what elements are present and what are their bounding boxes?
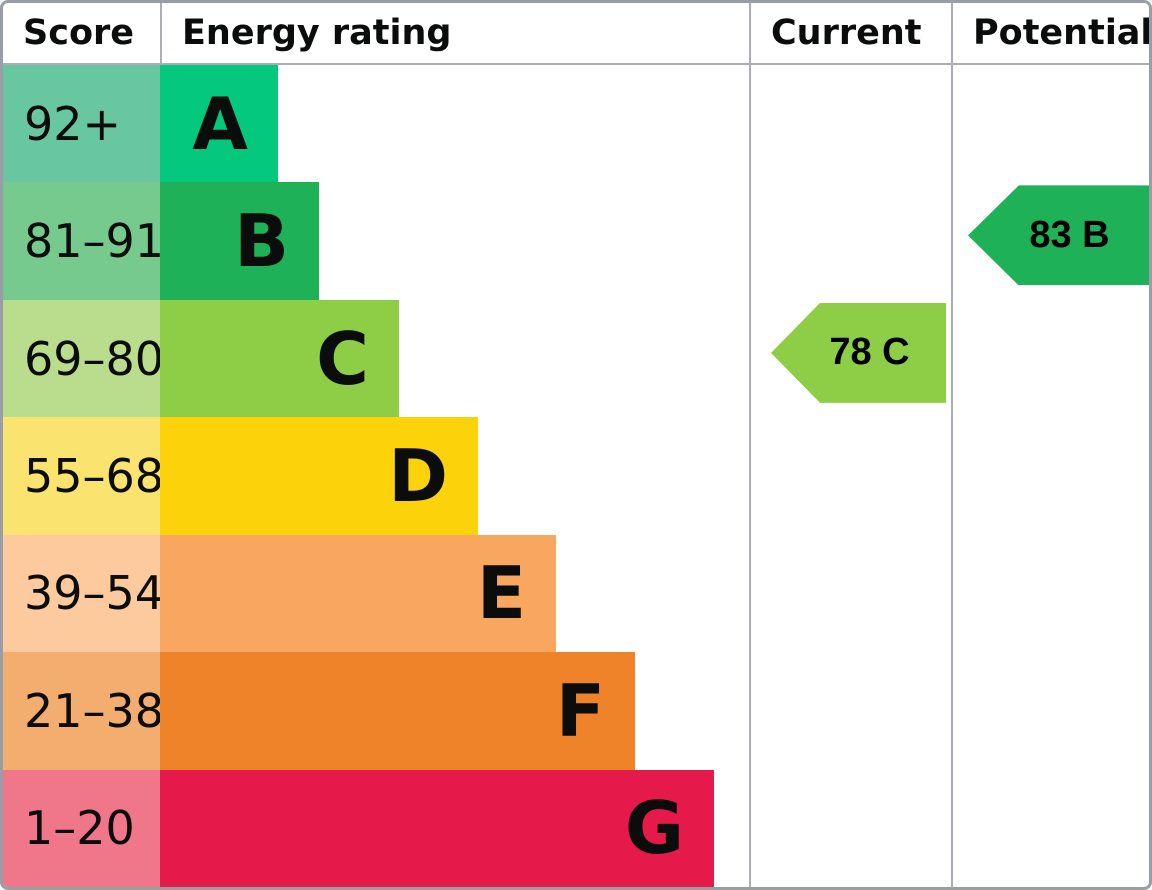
band-g-score-range: 1–20 <box>3 769 160 887</box>
band-c-potential-cell <box>951 299 1149 418</box>
band-g-bar: G <box>160 769 714 887</box>
band-b-bar: B <box>160 182 319 300</box>
band-e-potential-cell <box>951 534 1149 653</box>
header-current: Current <box>749 3 951 63</box>
band-g-letter: G <box>624 786 684 871</box>
band-row-b: 81–91 B 83 B <box>3 182 1149 300</box>
potential-rating-arrow: 83 B <box>968 185 1149 286</box>
band-row-a: 92+ A <box>3 65 1149 183</box>
band-c-score-range: 69–80 <box>3 299 164 418</box>
band-b-rating-cell: B <box>160 182 749 300</box>
band-d-current-cell <box>749 417 951 535</box>
band-b-potential-cell: 83 B <box>951 182 1149 300</box>
band-c-rating-cell: C <box>160 299 749 418</box>
band-row-d: 55–68 D <box>3 417 1149 535</box>
header-energy-rating: Energy rating <box>182 13 452 53</box>
band-a-potential-cell <box>951 65 1149 183</box>
band-d-rating-cell: D <box>160 417 749 535</box>
band-row-c: 69–80 C 78 C <box>3 299 1149 418</box>
band-a-current-cell <box>749 65 951 183</box>
band-a-rating-cell: A <box>160 65 749 183</box>
band-row-f: 21–38 F <box>3 652 1149 770</box>
band-d-score-range: 55–68 <box>3 417 164 535</box>
band-f-score-range: 21–38 <box>3 652 164 770</box>
band-g-current-cell <box>749 769 951 887</box>
header-row: Score Energy rating Current Potential <box>3 3 1149 65</box>
band-b-current-cell <box>749 182 951 300</box>
band-b-letter: B <box>234 199 289 284</box>
band-f-letter: F <box>555 668 605 753</box>
band-row-e: 39–54 E <box>3 534 1149 653</box>
header-score: Score <box>3 3 162 63</box>
band-a-bar: A <box>160 65 278 183</box>
band-f-bar: F <box>160 652 635 770</box>
band-c-bar: C <box>160 299 399 418</box>
potential-rating-label: 83 B <box>1029 213 1110 256</box>
band-b-score-range: 81–91 <box>3 182 164 300</box>
band-d-bar: D <box>160 417 478 535</box>
band-a-letter: A <box>192 81 248 166</box>
band-f-current-cell <box>749 652 951 770</box>
band-f-potential-cell <box>951 652 1149 770</box>
band-e-bar: E <box>160 534 556 653</box>
band-f-rating-cell: F <box>160 652 749 770</box>
band-c-current-cell: 78 C <box>749 299 951 418</box>
band-e-score-range: 39–54 <box>3 534 164 653</box>
band-a-score-range: 92+ <box>3 65 160 183</box>
band-rows: 92+ A 81–91 B 83 B 69–80 C 78 C 55–68 D 39–54 E 21–3… <box>3 65 1149 887</box>
band-c-letter: C <box>316 316 369 401</box>
band-g-potential-cell <box>951 769 1149 887</box>
header-potential: Potential <box>951 3 1149 63</box>
band-g-rating-cell: G <box>160 769 749 887</box>
band-d-potential-cell <box>951 417 1149 535</box>
band-d-letter: D <box>388 433 448 518</box>
band-e-letter: E <box>476 551 526 636</box>
band-e-rating-cell: E <box>160 534 749 653</box>
band-e-current-cell <box>749 534 951 653</box>
current-rating-arrow: 78 C <box>771 302 946 403</box>
band-row-g: 1–20 G <box>3 769 1149 887</box>
current-rating-label: 78 C <box>829 331 910 374</box>
